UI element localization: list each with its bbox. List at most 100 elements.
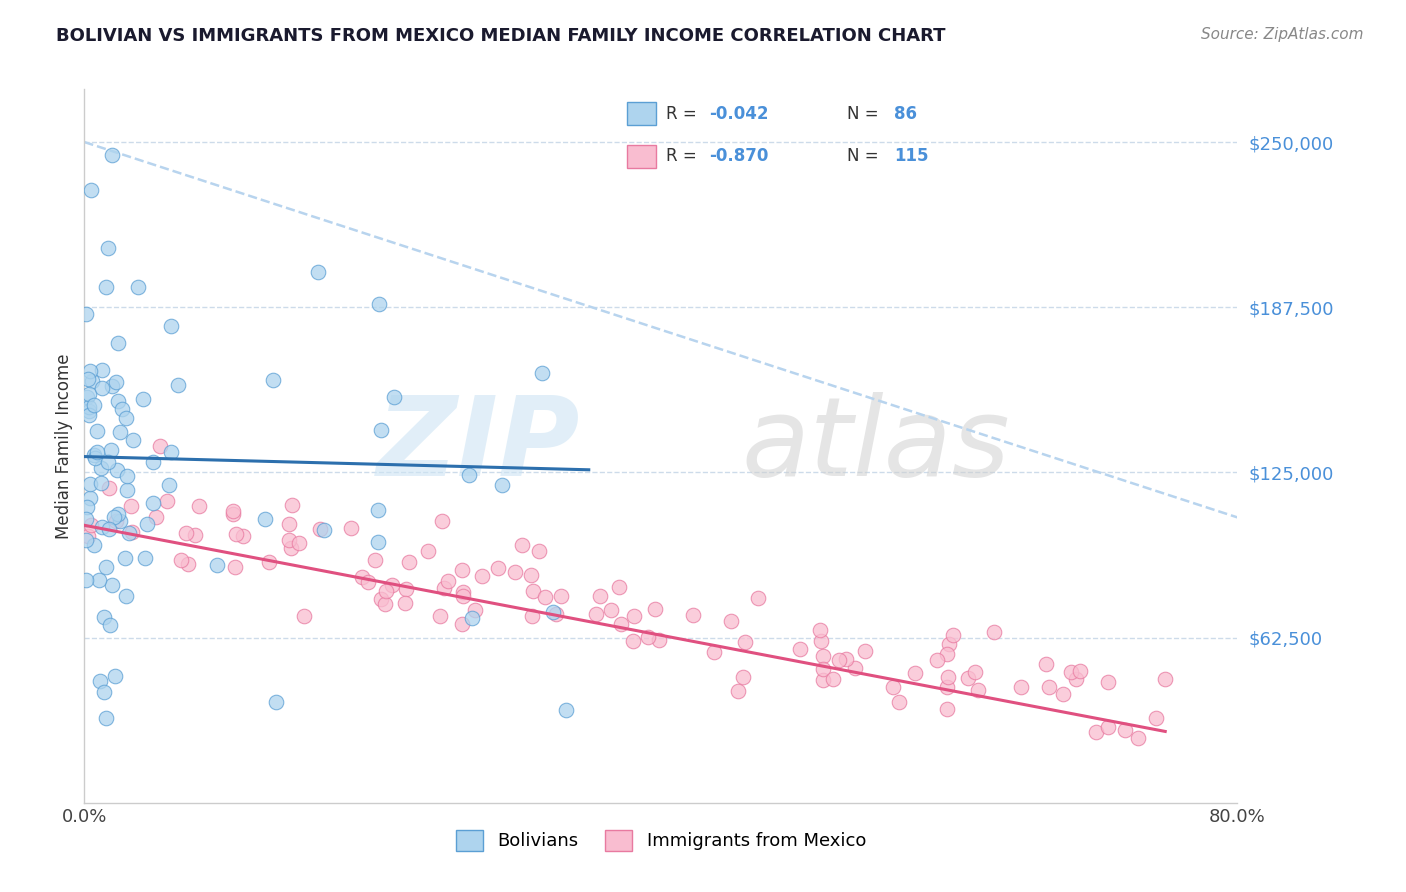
Point <box>277 533 299 547</box>
Point <box>747 591 769 605</box>
Point <box>280 498 302 512</box>
Point <box>96 711 118 725</box>
Point <box>292 608 315 623</box>
Point <box>101 148 124 162</box>
Point <box>544 607 567 622</box>
Point <box>132 392 155 406</box>
Point <box>367 502 389 516</box>
Point <box>823 673 845 687</box>
Point <box>82 374 104 388</box>
Point <box>75 573 97 587</box>
Point <box>585 607 607 621</box>
Point <box>458 468 481 483</box>
Point <box>120 499 142 513</box>
Point <box>107 394 129 409</box>
Point <box>340 521 363 535</box>
Point <box>432 514 454 528</box>
Point <box>105 463 128 477</box>
Text: 86: 86 <box>894 105 917 123</box>
Point <box>936 702 959 716</box>
Bar <box>627 145 657 168</box>
Point <box>1052 687 1074 701</box>
Point <box>80 183 103 197</box>
Point <box>453 589 475 603</box>
Point <box>277 516 299 531</box>
Point <box>121 525 143 540</box>
Point <box>77 408 100 422</box>
Point <box>100 618 122 632</box>
Point <box>374 597 396 611</box>
Point <box>77 529 100 543</box>
Point <box>86 425 108 439</box>
Point <box>647 632 669 647</box>
Point <box>853 644 876 658</box>
Point <box>733 669 755 683</box>
Point <box>368 296 391 310</box>
Point <box>266 695 288 709</box>
Point <box>117 483 139 498</box>
Point <box>418 544 440 558</box>
Point <box>942 628 965 642</box>
Point <box>436 574 458 589</box>
Point <box>904 665 927 680</box>
Point <box>76 372 98 386</box>
Point <box>925 653 948 667</box>
Point <box>374 584 396 599</box>
Point <box>134 551 156 566</box>
Point <box>75 533 97 547</box>
Point <box>167 378 190 392</box>
Point <box>834 652 856 666</box>
Point <box>811 673 834 688</box>
Point <box>188 500 211 514</box>
Point <box>1114 723 1136 738</box>
Text: N =: N = <box>846 105 884 123</box>
Text: R =: R = <box>666 105 702 123</box>
Text: BOLIVIAN VS IMMIGRANTS FROM MEXICO MEDIAN FAMILY INCOME CORRELATION CHART: BOLIVIAN VS IMMIGRANTS FROM MEXICO MEDIA… <box>56 27 946 45</box>
Point <box>97 454 120 468</box>
Point <box>682 608 704 623</box>
Point <box>644 602 666 616</box>
Point <box>1128 731 1150 745</box>
Point <box>450 563 472 577</box>
Point <box>382 390 405 404</box>
Point <box>308 522 330 536</box>
Point <box>938 637 960 651</box>
Point <box>394 596 416 610</box>
Point <box>398 555 420 569</box>
Point <box>111 401 134 416</box>
Point <box>364 553 387 567</box>
Point <box>464 603 486 617</box>
Point <box>83 399 105 413</box>
Point <box>828 653 851 667</box>
Point <box>531 366 554 380</box>
Text: N =: N = <box>846 147 884 165</box>
Point <box>114 550 136 565</box>
Point <box>429 609 451 624</box>
Point <box>610 617 633 632</box>
Bar <box>627 103 657 126</box>
Point <box>503 565 526 579</box>
Point <box>259 555 281 569</box>
Point <box>491 478 513 492</box>
Point <box>367 534 389 549</box>
Point <box>156 494 179 508</box>
Point <box>734 635 756 649</box>
Point <box>108 425 131 440</box>
Point <box>184 528 207 542</box>
Text: -0.042: -0.042 <box>709 105 769 123</box>
Point <box>101 578 124 592</box>
Point <box>115 411 138 425</box>
Point <box>105 375 128 389</box>
Point <box>89 673 111 688</box>
Point <box>623 608 645 623</box>
Point <box>789 641 811 656</box>
Point <box>307 265 329 279</box>
Point <box>280 541 302 556</box>
Point <box>103 669 125 683</box>
Point <box>607 580 630 594</box>
Point <box>89 574 111 588</box>
Point <box>810 634 832 648</box>
Point <box>844 661 866 675</box>
Point <box>543 605 565 619</box>
Point <box>510 538 533 552</box>
